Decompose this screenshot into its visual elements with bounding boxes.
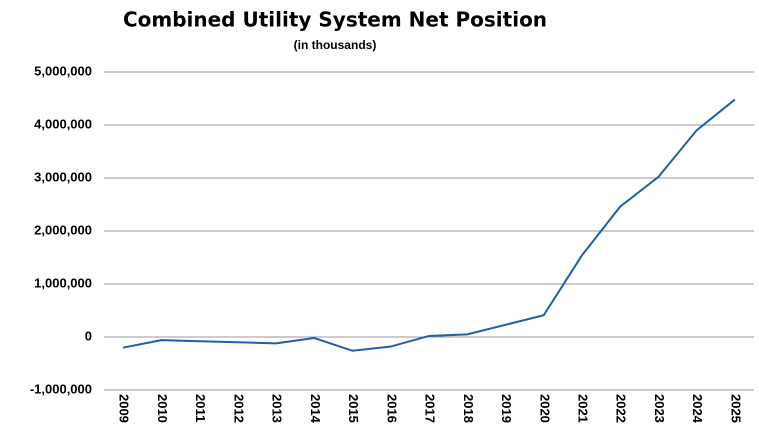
x-tick-label: 2018 [461,394,476,423]
x-tick-label: 2009 [117,394,132,423]
y-tick-label: 0 [85,328,92,343]
x-tick-label: 2024 [690,394,705,424]
x-tick-label: 2020 [537,394,552,423]
x-tick-label: 2021 [576,394,591,423]
y-tick-label: -1,000,000 [30,381,92,396]
x-tick-label: 2022 [614,394,629,423]
y-tick-label: 1,000,000 [34,275,92,290]
y-tick-label: 3,000,000 [34,169,92,184]
x-tick-label: 2019 [499,394,514,423]
x-tick-label: 2017 [423,394,438,423]
x-tick-label: 2015 [346,394,361,423]
chart-title: Combined Utility System Net Position [123,8,547,32]
line-series [122,98,736,352]
x-tick-label: 2013 [270,394,285,423]
x-tick-label: 2012 [231,394,246,423]
y-tick-label: 5,000,000 [34,63,92,78]
y-tick-label: 4,000,000 [34,116,92,131]
y-tick-label: 2,000,000 [34,222,92,237]
x-tick-label: 2025 [728,394,743,423]
x-tick-label: 2010 [155,394,170,423]
x-tick-label: 2016 [384,394,399,423]
x-tick-label: 2014 [308,394,323,424]
chart-subtitle: (in thousands) [294,38,377,52]
x-tick-label: 2011 [193,394,208,422]
x-tick-label: 2023 [652,394,667,423]
